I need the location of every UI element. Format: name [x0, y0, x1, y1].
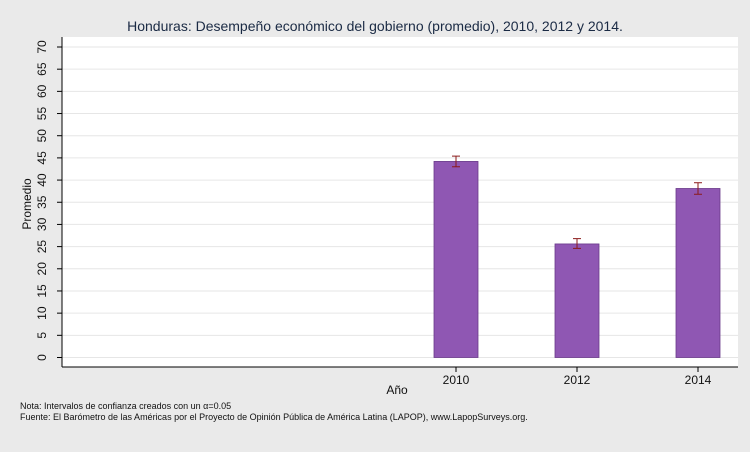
y-tick-label: 55: [35, 107, 49, 121]
x-axis-label: Año: [386, 383, 408, 397]
chart-title: Honduras: Desempeño económico del gobier…: [127, 18, 623, 34]
y-tick-label: 15: [35, 284, 49, 298]
x-axis: 2010 2012 2014: [62, 366, 738, 387]
y-tick-label: 20: [35, 262, 49, 276]
y-tick-label: 45: [35, 151, 49, 165]
y-axis-label: Promedio: [20, 178, 34, 230]
bar-2012: [554, 243, 600, 358]
confidence-note: Nota: Intervalos de confianza creados co…: [20, 401, 232, 411]
bars: [433, 155, 721, 358]
y-tick-label: 35: [35, 195, 49, 209]
y-tick-label: 50: [35, 129, 49, 143]
bar-2010: [433, 161, 479, 358]
y-tick-label: 30: [35, 217, 49, 231]
x-tick-label-2014: 2014: [685, 373, 712, 387]
y-tick-label: 0: [35, 354, 49, 361]
y-tick-label: 5: [35, 332, 49, 339]
y-tick-label: 70: [35, 40, 49, 54]
gridlines: [62, 46, 738, 358]
y-tick-label: 25: [35, 240, 49, 254]
y-tick-label: 40: [35, 173, 49, 187]
y-tick-label: 10: [35, 306, 49, 320]
y-tick-label: 60: [35, 84, 49, 98]
bar-2014: [675, 188, 721, 358]
y-tick-label: 65: [35, 62, 49, 76]
y-axis: 0 5 10 15 20 25 30 35 40 45 50 55 60 65 70: [35, 37, 63, 367]
source-note: Fuente: El Barómetro de las Américas por…: [20, 412, 528, 422]
x-tick-label-2010: 2010: [443, 373, 470, 387]
x-tick-label-2012: 2012: [564, 373, 591, 387]
